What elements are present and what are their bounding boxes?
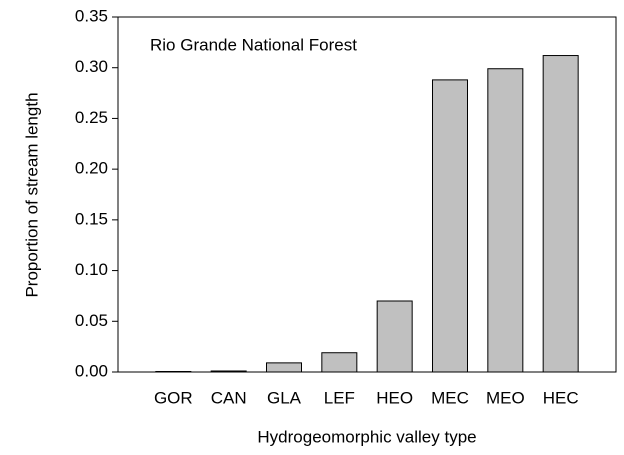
chart: Rio Grande National Forest Hydrogeomorph…: [0, 0, 624, 455]
x-tick-label: HEO: [376, 388, 413, 407]
y-tick-label: 0.10: [75, 260, 108, 279]
x-tick-label: HEC: [543, 388, 579, 407]
x-tick-label: GOR: [154, 388, 193, 407]
x-tick-label: GLA: [267, 388, 302, 407]
x-tick-label: MEC: [431, 388, 469, 407]
x-axis-label: Hydrogeomorphic valley type: [257, 427, 476, 446]
bar: [156, 371, 191, 372]
y-tick-label: 0.00: [75, 361, 108, 380]
x-tick-label: CAN: [211, 388, 247, 407]
y-tick-label: 0.30: [75, 57, 108, 76]
bar: [322, 353, 357, 372]
y-axis-label: Proportion of stream length: [22, 92, 41, 297]
bar: [488, 69, 523, 372]
x-tick-label: MEO: [486, 388, 525, 407]
bar: [267, 363, 302, 372]
chart-title: Rio Grande National Forest: [150, 35, 357, 54]
page: {"chart_data": {"type": "bar", "title": …: [0, 0, 624, 455]
y-tick-label: 0.25: [75, 108, 108, 127]
bar: [377, 301, 412, 372]
y-tick-label: 0.05: [75, 311, 108, 330]
plot-frame: [118, 17, 616, 372]
bar: [433, 80, 468, 372]
bar: [543, 56, 578, 372]
y-tick-label: 0.20: [75, 159, 108, 178]
y-tick-label: 0.35: [75, 6, 108, 25]
y-tick-label: 0.15: [75, 209, 108, 228]
bar: [211, 371, 246, 372]
x-tick-label: LEF: [324, 388, 355, 407]
